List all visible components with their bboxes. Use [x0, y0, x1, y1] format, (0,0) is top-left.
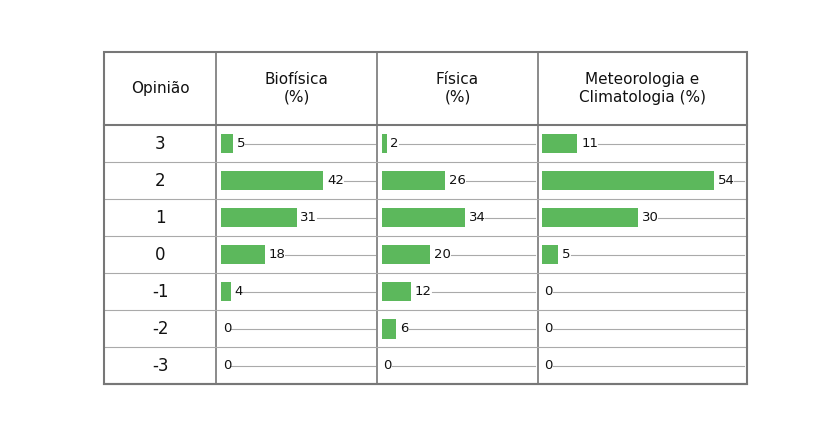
Bar: [543, 134, 578, 153]
Text: 18: 18: [269, 248, 286, 261]
Text: Física
(%): Física (%): [436, 72, 479, 105]
Text: Biofísica
(%): Biofísica (%): [265, 72, 329, 105]
Text: 11: 11: [581, 137, 598, 150]
Text: 12: 12: [415, 285, 432, 299]
Bar: [543, 171, 714, 190]
Bar: [382, 208, 465, 227]
Text: 0: 0: [154, 246, 165, 264]
Text: 0: 0: [544, 359, 553, 372]
Text: 30: 30: [642, 211, 658, 224]
Text: -2: -2: [152, 320, 168, 338]
Bar: [221, 134, 233, 153]
Text: 6: 6: [400, 322, 408, 335]
Text: 0: 0: [383, 359, 392, 372]
Bar: [382, 245, 431, 264]
Text: Opinião: Opinião: [130, 81, 189, 96]
Text: 0: 0: [222, 359, 231, 372]
Text: 20: 20: [434, 248, 452, 261]
Text: 31: 31: [300, 211, 317, 224]
Text: 1: 1: [154, 209, 165, 227]
Text: 54: 54: [718, 174, 735, 187]
Text: -3: -3: [152, 357, 168, 375]
Text: 26: 26: [449, 174, 466, 187]
Text: 3: 3: [154, 134, 165, 152]
Bar: [543, 245, 559, 264]
Text: 5: 5: [237, 137, 246, 150]
Bar: [382, 282, 411, 302]
Bar: [221, 245, 265, 264]
Text: 0: 0: [222, 322, 231, 335]
Bar: [382, 134, 387, 153]
Text: 34: 34: [468, 211, 486, 224]
Bar: [221, 171, 324, 190]
Bar: [382, 171, 445, 190]
Text: 42: 42: [327, 174, 344, 187]
Text: 5: 5: [562, 248, 571, 261]
Text: Meteorologia e
Climatologia (%): Meteorologia e Climatologia (%): [579, 72, 706, 105]
Text: 0: 0: [544, 285, 553, 299]
Text: 4: 4: [234, 285, 243, 299]
Bar: [221, 282, 231, 302]
Bar: [104, 52, 747, 125]
Bar: [221, 208, 296, 227]
Text: -1: -1: [152, 283, 168, 301]
Text: 2: 2: [390, 137, 399, 150]
Text: 0: 0: [544, 322, 553, 335]
Text: 2: 2: [154, 172, 165, 190]
Bar: [382, 319, 396, 339]
Bar: [543, 208, 637, 227]
